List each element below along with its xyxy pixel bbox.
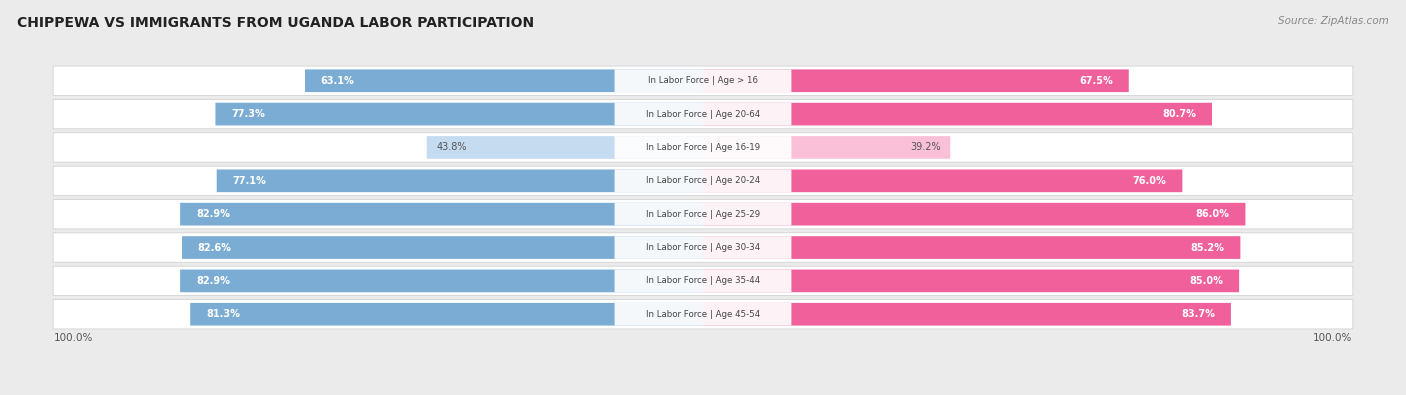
Text: In Labor Force | Age 20-64: In Labor Force | Age 20-64 xyxy=(645,109,761,118)
FancyBboxPatch shape xyxy=(53,266,1353,295)
Text: 83.7%: 83.7% xyxy=(1181,309,1215,319)
FancyBboxPatch shape xyxy=(305,70,703,92)
FancyBboxPatch shape xyxy=(703,136,950,159)
FancyBboxPatch shape xyxy=(703,169,1182,192)
Text: CHIPPEWA VS IMMIGRANTS FROM UGANDA LABOR PARTICIPATION: CHIPPEWA VS IMMIGRANTS FROM UGANDA LABOR… xyxy=(17,16,534,30)
FancyBboxPatch shape xyxy=(190,303,703,325)
Text: 63.1%: 63.1% xyxy=(321,76,354,86)
FancyBboxPatch shape xyxy=(703,103,1212,126)
Text: 80.7%: 80.7% xyxy=(1163,109,1197,119)
FancyBboxPatch shape xyxy=(180,203,703,226)
FancyBboxPatch shape xyxy=(180,269,703,292)
FancyBboxPatch shape xyxy=(53,166,1353,196)
FancyBboxPatch shape xyxy=(427,136,703,159)
FancyBboxPatch shape xyxy=(53,66,1353,96)
FancyBboxPatch shape xyxy=(53,199,1353,229)
FancyBboxPatch shape xyxy=(53,133,1353,162)
FancyBboxPatch shape xyxy=(703,236,1240,259)
Text: 77.3%: 77.3% xyxy=(231,109,264,119)
Text: In Labor Force | Age 16-19: In Labor Force | Age 16-19 xyxy=(645,143,761,152)
FancyBboxPatch shape xyxy=(614,136,792,159)
FancyBboxPatch shape xyxy=(53,299,1353,329)
FancyBboxPatch shape xyxy=(703,269,1239,292)
FancyBboxPatch shape xyxy=(614,103,792,126)
Text: 82.6%: 82.6% xyxy=(198,243,232,252)
FancyBboxPatch shape xyxy=(53,233,1353,262)
FancyBboxPatch shape xyxy=(614,236,792,259)
FancyBboxPatch shape xyxy=(703,70,1129,92)
FancyBboxPatch shape xyxy=(181,236,703,259)
Text: 39.2%: 39.2% xyxy=(910,143,941,152)
Text: 85.2%: 85.2% xyxy=(1191,243,1225,252)
FancyBboxPatch shape xyxy=(703,303,1230,325)
Text: 100.0%: 100.0% xyxy=(53,333,93,343)
FancyBboxPatch shape xyxy=(614,70,792,92)
Text: 43.8%: 43.8% xyxy=(436,143,467,152)
Text: 82.9%: 82.9% xyxy=(195,209,229,219)
FancyBboxPatch shape xyxy=(703,203,1246,226)
Text: 77.1%: 77.1% xyxy=(232,176,266,186)
Text: 100.0%: 100.0% xyxy=(1313,333,1353,343)
Text: 82.9%: 82.9% xyxy=(195,276,229,286)
Text: In Labor Force | Age 35-44: In Labor Force | Age 35-44 xyxy=(645,276,761,286)
Text: 76.0%: 76.0% xyxy=(1133,176,1167,186)
FancyBboxPatch shape xyxy=(215,103,703,126)
Text: Source: ZipAtlas.com: Source: ZipAtlas.com xyxy=(1278,16,1389,26)
FancyBboxPatch shape xyxy=(53,100,1353,129)
Text: In Labor Force | Age 25-29: In Labor Force | Age 25-29 xyxy=(645,210,761,219)
FancyBboxPatch shape xyxy=(614,169,792,192)
Text: In Labor Force | Age > 16: In Labor Force | Age > 16 xyxy=(648,76,758,85)
Text: In Labor Force | Age 30-34: In Labor Force | Age 30-34 xyxy=(645,243,761,252)
Text: In Labor Force | Age 45-54: In Labor Force | Age 45-54 xyxy=(645,310,761,319)
Text: 67.5%: 67.5% xyxy=(1080,76,1114,86)
FancyBboxPatch shape xyxy=(614,303,792,325)
Text: In Labor Force | Age 20-24: In Labor Force | Age 20-24 xyxy=(645,176,761,185)
Text: 81.3%: 81.3% xyxy=(207,309,240,319)
FancyBboxPatch shape xyxy=(614,269,792,292)
Text: 86.0%: 86.0% xyxy=(1195,209,1230,219)
FancyBboxPatch shape xyxy=(614,203,792,226)
Text: 85.0%: 85.0% xyxy=(1189,276,1223,286)
FancyBboxPatch shape xyxy=(217,169,703,192)
